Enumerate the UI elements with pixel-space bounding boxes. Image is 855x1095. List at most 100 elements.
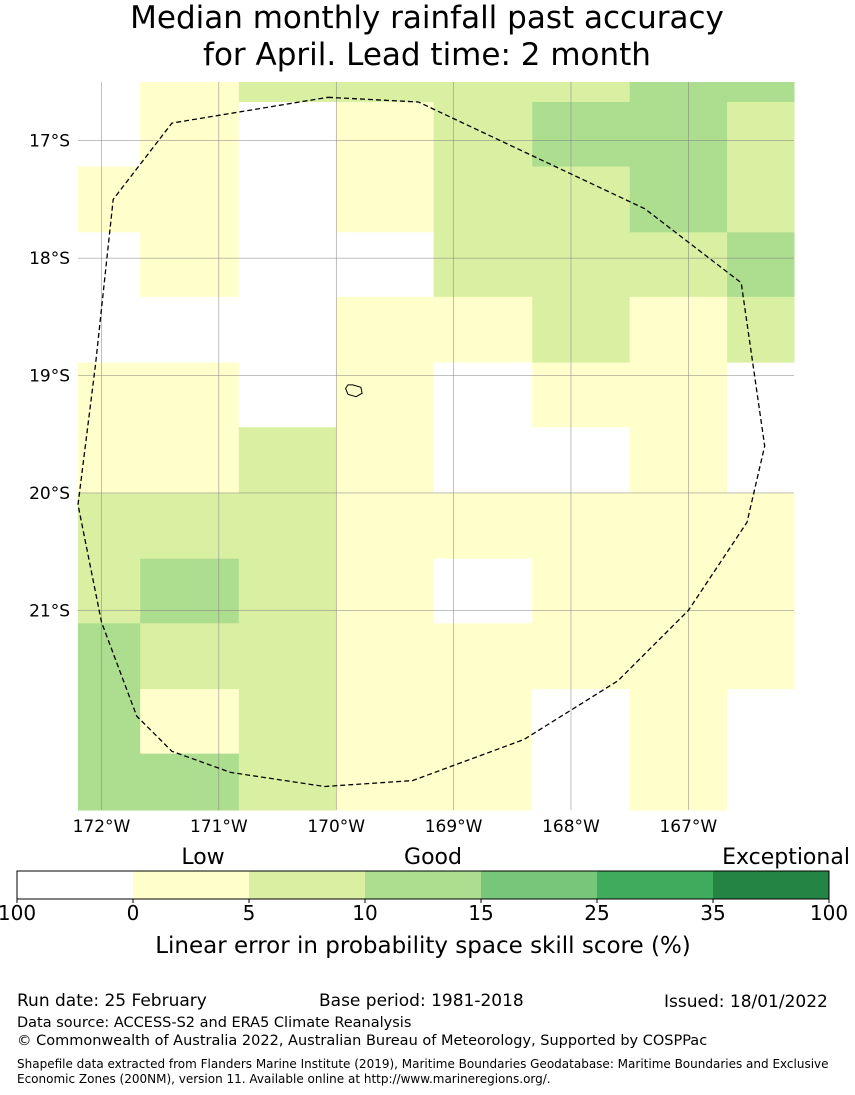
run-date: Run date: 25 February [17,991,207,1011]
colorbar-tick-label: 25 [584,901,609,925]
skill-cell [78,101,141,168]
skill-cell [727,166,795,233]
x-tick-label: 170°W [307,817,365,837]
skill-cell [629,82,728,103]
copyright-notice: © Commonwealth of Australia 2022, Austra… [17,1033,708,1049]
skill-cell [727,296,795,364]
skill-cell [140,296,240,364]
y-tick-label: 18°S [29,249,70,269]
x-tick-label: 168°W [542,817,600,837]
colorbar-swatches [16,870,830,900]
skill-cell [238,492,337,560]
skill-cell [238,101,337,168]
skill-cell [433,558,533,624]
skill-cell [78,492,141,560]
skill-cell [629,689,728,755]
colorbar-label: Linear error in probability space skill … [155,933,691,959]
skill-cell [727,689,795,755]
shapefile-credit: Shapefile data extracted from Flanders M… [17,1057,829,1086]
colorbar-category-exceptional: Exceptional [722,845,850,870]
skill-cell [727,82,795,103]
skill-cell [433,166,533,233]
skill-cell [433,689,533,755]
skill-cell [140,362,240,428]
colorbar-category-low: Low [181,845,224,870]
skill-cell [336,82,435,103]
skill-cell [336,623,435,690]
x-tick-label: 167°W [659,817,717,837]
skill-cell [336,166,435,233]
skill-cell [433,753,533,811]
issued-date: Issued: 18/01/2022 [664,992,828,1012]
skill-cell [78,362,141,428]
eez-boundary [77,96,766,788]
skill-cell [336,753,435,811]
skill-cell [629,753,728,811]
colorbar-swatch [713,871,829,899]
y-tick-label: 20°S [29,484,70,504]
skill-cell [140,232,240,298]
skill-cell [727,101,795,168]
data-source: Data source: ACCESS-S2 and ERA5 Climate … [17,1015,412,1031]
skill-cell [727,492,795,560]
skill-cell [532,101,631,168]
skill-cell [629,362,728,428]
colorbar-tick-label: 5 [243,901,256,925]
skill-cell [433,82,533,103]
skill-cell [336,492,435,560]
colorbar-swatch [249,871,365,899]
y-tick-labels: 17°S 18°S 19°S 20°S 21°S [29,132,70,622]
skill-cells-layer [78,82,795,811]
skill-cell [336,558,435,624]
skill-cell [78,753,141,811]
skill-cell [238,232,337,298]
skill-cell [336,101,435,168]
colorbar-swatch [365,871,481,899]
x-tick-label: 169°W [425,817,483,837]
skill-cell [140,427,240,494]
skill-cell [532,296,631,364]
skill-cell [532,689,631,755]
skill-cell [140,558,240,624]
colorbar-tick-label: 35 [700,901,725,925]
skill-cell [629,427,728,494]
skill-cell [336,689,435,755]
skill-cell [78,296,141,364]
skill-cell [532,166,631,233]
skill-cell [629,492,728,560]
colorbar-tick-label: 100 [0,901,36,925]
island-outline [345,384,363,398]
y-tick-label: 17°S [29,132,70,152]
skill-cell [238,689,337,755]
y-tick-label: 19°S [29,367,70,387]
chart-title-line-2: for April. Lead time: 2 month [203,37,651,73]
colorbar-frame [16,870,830,900]
skill-cell [336,427,435,494]
skill-cell [727,753,795,811]
skill-cell [238,82,337,103]
skill-cell [532,753,631,811]
skill-cell [140,753,240,811]
colorbar-category-good: Good [404,845,462,870]
skill-cell [532,427,631,494]
skill-cell [433,362,533,428]
skill-cell [238,558,337,624]
skill-cell [78,232,141,298]
boundary-layer [77,96,766,788]
skill-cell [140,623,240,690]
colorbar-swatch [481,871,597,899]
skill-cell [727,232,795,298]
skill-cell [532,232,631,298]
skill-cell [433,623,533,690]
skill-cell [532,362,631,428]
colorbar-tick-label: 100 [810,901,848,925]
skill-cell [238,296,337,364]
skill-cell [433,492,533,560]
skill-cell [727,362,795,428]
skill-cell [140,166,240,233]
skill-cell [629,166,728,233]
skill-cell [727,558,795,624]
base-period: Base period: 1981-2018 [319,991,524,1011]
skill-cell [532,558,631,624]
